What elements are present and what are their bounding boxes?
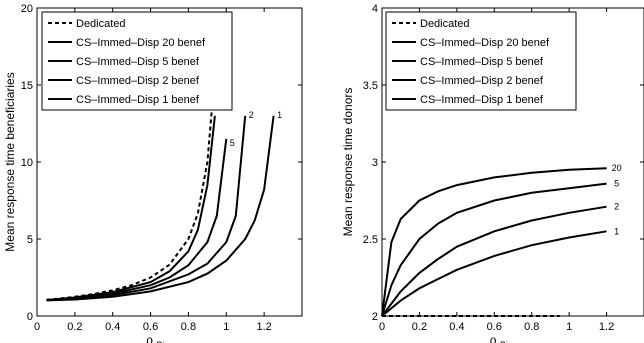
curve-label: 1 <box>614 226 619 236</box>
legend-entry: CS–Immed–Disp 1 benef <box>420 94 544 106</box>
curve-label: 5 <box>230 138 235 148</box>
x-axis-label: ρ <box>146 333 153 343</box>
y-tick-label: 20 <box>21 3 33 15</box>
y-tick-label: 5 <box>27 234 33 246</box>
x-tick-label: 0.4 <box>449 321 464 333</box>
legend-entry: CS–Immed–Disp 5 benef <box>420 56 544 68</box>
legend-box <box>385 11 577 111</box>
x-tick-label: 1 <box>566 321 572 333</box>
legend-entry: Dedicated <box>76 18 126 30</box>
curve-label: 1 <box>277 110 282 120</box>
x-tick-label: 0 <box>34 321 40 333</box>
legend-entry: CS–Immed–Disp 5 benef <box>76 56 200 68</box>
legend-entry: CS–Immed–Disp 2 benef <box>420 75 544 87</box>
y-tick-label: 15 <box>21 80 33 92</box>
legend-entry: CS–Immed–Disp 20 benef <box>76 37 206 49</box>
x-tick-label: 0.4 <box>105 321 120 333</box>
series-line <box>381 205 607 317</box>
x-axis-label-subscript: Bi <box>157 340 165 343</box>
x-axis-label-subscript: Bi <box>500 340 508 343</box>
x-tick-label: 0.8 <box>524 321 539 333</box>
series-line <box>381 230 607 317</box>
curve-label: 2 <box>249 110 254 120</box>
y-tick-label: 4 <box>372 3 378 15</box>
series-line <box>381 182 607 317</box>
series-line <box>46 138 228 302</box>
series-line <box>381 167 607 317</box>
series-line <box>46 95 214 301</box>
chart-panel-2: 0 0.2 0.4 0.6 0.8 1 1.2 2 2.5 3 3.5 4 ρBi Mean respon… <box>341 3 644 343</box>
y-tick-label: 2 <box>372 311 378 323</box>
chart-panel-1: 00.20.40.60.811.205101520ρBiMean respons… <box>3 3 303 343</box>
x-tick-label: 0.2 <box>67 321 82 333</box>
x-tick-label: 0 <box>379 321 385 333</box>
y-tick-label: 0 <box>27 311 33 323</box>
curve-label: 5 <box>614 179 619 189</box>
legend-entry: CS–Immed–Disp 20 benef <box>420 37 550 49</box>
y-tick-label: 3.5 <box>363 80 378 92</box>
x-axis-label: ρ <box>490 333 497 343</box>
x-tick-label: 1 <box>223 321 229 333</box>
curve-label: 2 <box>614 202 619 212</box>
legend-entry: CS–Immed–Disp 1 benef <box>76 94 200 106</box>
y-tick-label: 10 <box>21 157 33 169</box>
y-axis-label: Mean response time donors <box>341 88 355 237</box>
legend-box <box>41 11 233 111</box>
curve-label: 20 <box>612 163 622 173</box>
x-tick-label: 1.2 <box>599 321 614 333</box>
x-tick-label: 1.2 <box>256 321 271 333</box>
y-tick-label: 2.5 <box>363 234 378 246</box>
y-axis-label: Mean response time beneficiaries <box>3 72 17 251</box>
x-tick-label: 0.6 <box>487 321 502 333</box>
legend-entry: Dedicated <box>420 18 470 30</box>
x-tick-label: 0.2 <box>412 321 427 333</box>
y-tick-label: 3 <box>372 157 378 169</box>
x-tick-label: 0.8 <box>181 321 196 333</box>
series-line <box>46 115 275 302</box>
x-tick-label: 0.6 <box>143 321 158 333</box>
series-line <box>46 115 216 302</box>
series-line <box>46 115 247 302</box>
legend-entry: CS–Immed–Disp 2 benef <box>76 75 200 87</box>
